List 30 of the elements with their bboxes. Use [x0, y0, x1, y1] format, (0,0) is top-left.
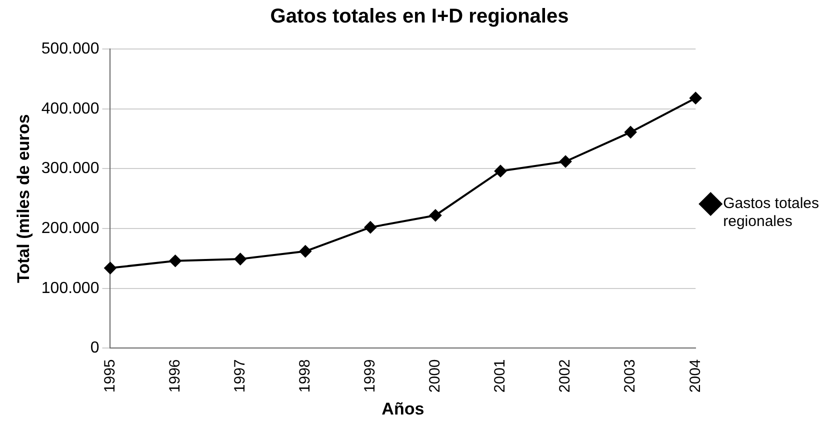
x-tick-label: 2000	[426, 359, 444, 393]
y-tick-label: 300.000	[41, 160, 100, 178]
point	[560, 156, 572, 168]
point	[299, 245, 312, 258]
point	[624, 126, 637, 138]
x-tick-label: 2004	[686, 359, 704, 393]
x-tick-label: 1997	[231, 359, 248, 393]
y-axis-title: Total (miles de euros	[14, 114, 33, 284]
y-tick-label: 400.000	[41, 100, 100, 118]
point	[690, 92, 702, 104]
point	[104, 262, 116, 274]
point	[494, 165, 506, 178]
x-tick-label: 2003	[622, 359, 639, 393]
x-tick-label: 2002	[556, 359, 574, 393]
y-tick-label: 100.000	[41, 280, 100, 297]
x-tick-label: 1996	[166, 359, 184, 393]
point	[364, 221, 376, 234]
x-tick-label: 1998	[296, 359, 314, 393]
x-tick-label: 1999	[362, 359, 379, 393]
point	[169, 254, 182, 267]
legend-label: Gastos totales regionales	[723, 195, 820, 230]
point	[234, 253, 246, 266]
y-tick-label: 0	[90, 340, 100, 357]
chart-title: Gatos totales en I+D regionales	[270, 6, 569, 28]
y-tick-label: 500.000	[41, 40, 100, 58]
x-axis-title: Años	[382, 399, 424, 418]
point	[429, 209, 442, 222]
x-tick-label: 1995	[101, 359, 118, 393]
x-tick-label: 2001	[492, 359, 509, 393]
y-tick-label: 200.000	[41, 220, 100, 237]
